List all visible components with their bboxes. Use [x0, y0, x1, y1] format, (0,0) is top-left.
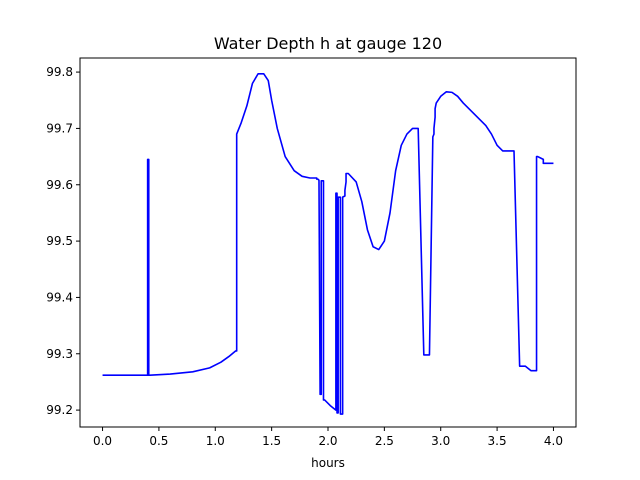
y-tick-label: 99.2	[46, 403, 73, 417]
ticks-layer: 0.0 0.5 1.0 1.5 2.0 2.5 3.0 3.5 4.0 99.2 99.3 99.4 9…	[46, 65, 563, 448]
plot-area-frame	[79, 57, 577, 428]
series-layer	[102, 72, 554, 415]
x-axis-label: hours	[311, 456, 345, 470]
chart-title: Water Depth h at gauge 120	[214, 34, 442, 53]
y-tick-label: 99.8	[46, 65, 73, 79]
x-tick-label: 3.0	[431, 434, 450, 448]
x-tick-label: 2.5	[375, 434, 394, 448]
x-tick-label: 1.0	[206, 434, 225, 448]
y-tick-label: 99.4	[46, 290, 73, 304]
y-tick-label: 99.7	[46, 121, 73, 135]
x-tick-label: 1.5	[262, 434, 281, 448]
y-tick-label: 99.5	[46, 234, 73, 248]
x-tick-label: 4.0	[544, 434, 563, 448]
x-tick-label: 2.0	[318, 434, 337, 448]
x-tick-label: 0.5	[149, 434, 168, 448]
x-tick-label: 3.5	[488, 434, 507, 448]
y-tick-label: 99.3	[46, 347, 73, 361]
x-tick-label: 0.0	[93, 434, 112, 448]
y-tick-label: 99.6	[46, 178, 73, 192]
series-line-0	[102, 72, 554, 415]
